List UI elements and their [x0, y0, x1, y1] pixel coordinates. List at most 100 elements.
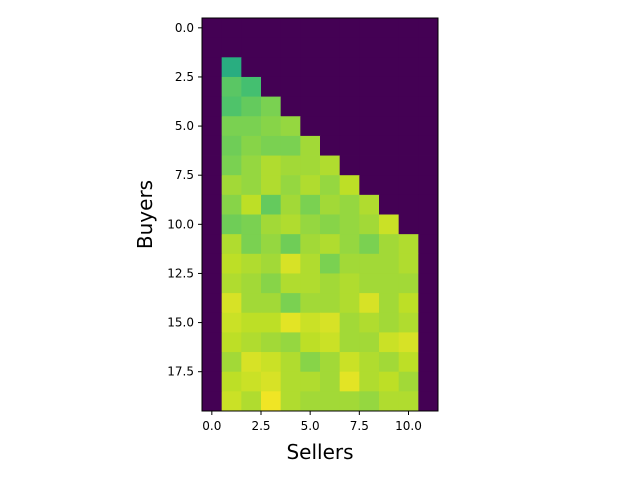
heatmap-cell — [202, 293, 223, 314]
heatmap-cell — [418, 194, 439, 215]
heatmap-cell — [280, 293, 301, 314]
heatmap-cell — [320, 234, 341, 255]
heatmap-cell — [418, 332, 439, 353]
heatmap-cell — [221, 57, 242, 78]
heatmap-cell — [261, 352, 282, 373]
heatmap-cell — [261, 293, 282, 314]
heatmap-cell — [398, 116, 419, 137]
heatmap-cell — [418, 253, 439, 274]
heatmap-cell — [339, 273, 360, 294]
heatmap-cells — [202, 18, 439, 412]
heatmap-cell — [221, 352, 242, 373]
heatmap-cell — [320, 352, 341, 373]
heatmap-cell — [241, 76, 262, 97]
heatmap-cell — [261, 135, 282, 156]
heatmap-cell — [418, 18, 439, 39]
heatmap-cell — [261, 234, 282, 255]
heatmap-cell — [320, 175, 341, 196]
heatmap-cell — [379, 352, 400, 373]
heatmap-cell — [261, 312, 282, 333]
heatmap-cell — [300, 18, 321, 39]
heatmap-cell — [202, 175, 223, 196]
heatmap-cell — [241, 37, 262, 58]
heatmap-cell — [320, 194, 341, 215]
heatmap-cell — [202, 135, 223, 156]
heatmap-cell — [280, 312, 301, 333]
heatmap-cell — [418, 273, 439, 294]
heatmap-cell — [300, 391, 321, 412]
heatmap-cell — [339, 155, 360, 176]
heatmap-cell — [261, 76, 282, 97]
heatmap-cell — [300, 332, 321, 353]
heatmap-cell — [221, 37, 242, 58]
heatmap-cell — [379, 332, 400, 353]
heatmap-cell — [280, 37, 301, 58]
heatmap-cell — [202, 352, 223, 373]
heatmap-cell — [261, 18, 282, 39]
heatmap-cell — [221, 116, 242, 137]
heatmap-cell — [280, 175, 301, 196]
heatmap-cell — [280, 253, 301, 274]
heatmap-cell — [221, 18, 242, 39]
heatmap-cell — [280, 273, 301, 294]
heatmap-cell — [202, 214, 223, 235]
heatmap-cell — [379, 155, 400, 176]
heatmap-cell — [221, 155, 242, 176]
y-tick-label: 17.5 — [167, 365, 194, 379]
heatmap-cell — [379, 194, 400, 215]
heatmap-cell — [300, 116, 321, 137]
heatmap-cell — [398, 234, 419, 255]
heatmap-cell — [339, 135, 360, 156]
heatmap-cell — [221, 214, 242, 235]
heatmap-cell — [261, 332, 282, 353]
heatmap-cell — [339, 76, 360, 97]
heatmap-cell — [280, 57, 301, 78]
heatmap-cell — [418, 76, 439, 97]
x-tick-label: 5.0 — [301, 419, 320, 433]
heatmap-cell — [221, 76, 242, 97]
heatmap-cell — [339, 175, 360, 196]
heatmap-cell — [280, 76, 301, 97]
heatmap-cell — [300, 273, 321, 294]
heatmap-cell — [379, 116, 400, 137]
heatmap-cell — [320, 116, 341, 137]
heatmap-cell — [241, 96, 262, 117]
heatmap-cell — [418, 37, 439, 58]
heatmap-cell — [379, 253, 400, 274]
heatmap-cell — [241, 332, 262, 353]
heatmap-cell — [339, 116, 360, 137]
x-axis-ticks: 0.0 2.5 5.0 7.5 10.0 — [202, 411, 422, 433]
heatmap-cell — [339, 37, 360, 58]
heatmap-cell — [280, 96, 301, 117]
heatmap-cell — [339, 214, 360, 235]
heatmap-cell — [300, 352, 321, 373]
heatmap-cell — [359, 155, 380, 176]
heatmap-cell — [300, 96, 321, 117]
heatmap-cell — [300, 57, 321, 78]
heatmap-cell — [221, 194, 242, 215]
heatmap-cell — [320, 155, 341, 176]
heatmap-cell — [300, 194, 321, 215]
heatmap-cell — [398, 155, 419, 176]
heatmap-cell — [418, 57, 439, 78]
heatmap-cell — [221, 312, 242, 333]
heatmap-cell — [418, 391, 439, 412]
heatmap-cell — [379, 37, 400, 58]
heatmap-cell — [359, 332, 380, 353]
heatmap-cell — [241, 135, 262, 156]
heatmap-cell — [320, 371, 341, 392]
heatmap-cell — [418, 312, 439, 333]
y-axis-ticks: 0.0 2.5 5.0 7.5 10.0 12.5 15.0 17.5 — [167, 21, 202, 379]
heatmap-cell — [418, 175, 439, 196]
heatmap-cell — [300, 253, 321, 274]
heatmap-cell — [339, 18, 360, 39]
heatmap-cell — [280, 194, 301, 215]
heatmap-cell — [300, 135, 321, 156]
heatmap-cell — [280, 135, 301, 156]
heatmap-cell — [202, 194, 223, 215]
heatmap-cell — [320, 293, 341, 314]
heatmap-cell — [221, 234, 242, 255]
heatmap-cell — [339, 194, 360, 215]
heatmap-cell — [359, 352, 380, 373]
